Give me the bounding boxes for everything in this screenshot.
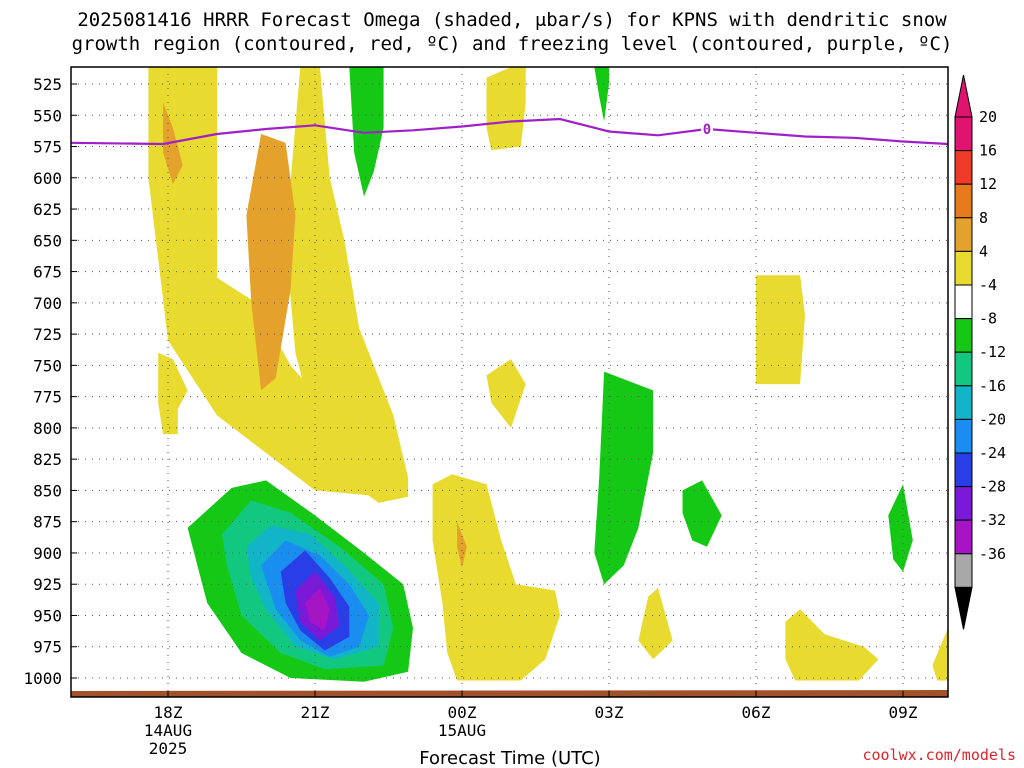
colorbar-label--28: -28 xyxy=(979,478,1006,496)
omega-region-7 xyxy=(594,67,609,122)
freezing-label-bg xyxy=(701,121,713,136)
colorbar-bottom-arrow xyxy=(954,586,973,630)
colorbar-swatch-4 xyxy=(954,250,973,286)
y-tick-label-625: 625 xyxy=(33,200,62,219)
x-tick-year-18Z: 2025 xyxy=(149,739,188,758)
colorbar-label-16: 16 xyxy=(979,142,997,160)
omega-region-15 xyxy=(785,609,879,681)
source-credit: coolwx.com/models xyxy=(862,746,1016,764)
colorbar-label-4: 4 xyxy=(979,242,988,260)
y-tick-label-1000: 1000 xyxy=(23,669,62,688)
y-tick-label-525: 525 xyxy=(33,75,62,94)
colorbar-swatch--24 xyxy=(954,452,973,488)
ground-surface xyxy=(71,690,948,697)
y-tick-label-825: 825 xyxy=(33,450,62,469)
omega-region-1 xyxy=(285,67,409,503)
omega-region-10 xyxy=(457,521,467,568)
colorbar-label--36: -36 xyxy=(979,545,1006,563)
colorbar-swatch-20 xyxy=(954,116,973,152)
colorbar-label-8: 8 xyxy=(979,209,988,227)
colorbar-swatch--20 xyxy=(954,418,973,454)
y-tick-label-975: 975 xyxy=(33,638,62,657)
y-tick-label-950: 950 xyxy=(33,606,62,625)
colorbar-label--32: -32 xyxy=(979,511,1006,529)
freezing-level-label: 0 xyxy=(703,122,711,138)
y-tick-label-650: 650 xyxy=(33,231,62,250)
omega-region-14 xyxy=(756,275,805,385)
ground-strip xyxy=(71,690,948,697)
x-tick-date-00Z: 15AUG xyxy=(438,721,486,740)
y-tick-label-775: 775 xyxy=(33,388,62,407)
colorbar-top-arrow xyxy=(954,74,973,118)
omega-region-0 xyxy=(148,67,384,497)
colorbar-swatch-8 xyxy=(954,217,973,252)
colorbar-swatch--8 xyxy=(954,318,973,353)
colorbar-label-20: 20 xyxy=(979,108,997,126)
chart-title-line-1: 2025081416 HRRR Forecast Omega (shaded, … xyxy=(77,9,947,31)
colorbar-swatch-12 xyxy=(954,183,973,219)
colorbar-label--8: -8 xyxy=(979,310,997,328)
y-tick-label-925: 925 xyxy=(33,575,62,594)
colorbar-swatch--4 xyxy=(954,284,973,320)
freezing-level-line xyxy=(70,117,949,146)
colorbar-label--12: -12 xyxy=(979,343,1006,361)
y-tick-label-700: 700 xyxy=(33,294,62,313)
x-tick-date-18Z: 14AUG xyxy=(144,721,192,740)
y-tick-label-875: 875 xyxy=(33,513,62,532)
x-axis-label: Forecast Time (UTC) xyxy=(419,748,600,768)
colorbar-label--24: -24 xyxy=(979,444,1006,462)
y-axis: 525 550 575 600 625 650 675 700 725 750 775 800 825 8… xyxy=(23,75,77,688)
y-tick-label-750: 750 xyxy=(33,356,62,375)
y-tick-label-850: 850 xyxy=(33,481,62,500)
x-tick-label-00Z: 00Z xyxy=(448,703,477,722)
colorbar-swatch--36 xyxy=(954,553,973,588)
y-tick-label-800: 800 xyxy=(33,419,62,438)
chart-title-line-2: growth region (contoured, red, ºC) and f… xyxy=(71,33,953,55)
omega-region-16 xyxy=(888,484,913,572)
omega-shaded-regions xyxy=(148,67,948,682)
plot-border xyxy=(70,66,949,698)
colorbar-swatch-16 xyxy=(954,150,973,185)
omega-region-17 xyxy=(932,628,948,681)
y-tick-label-900: 900 xyxy=(33,544,62,563)
omega-region-8 xyxy=(486,359,526,428)
grid-lines xyxy=(71,67,948,697)
y-tick-label-600: 600 xyxy=(33,169,62,188)
colorbar-label-12: 12 xyxy=(979,175,997,193)
colorbar-legend: 20 16 12 8 4 -4 -8 -12 -16 -20 -24 -28 -32 -36 xyxy=(954,74,1006,630)
omega-region-4 xyxy=(158,352,188,435)
x-tick-label-03Z: 03Z xyxy=(595,703,624,722)
colorbar-swatch--32 xyxy=(954,519,973,555)
y-tick-label-675: 675 xyxy=(33,263,62,282)
plot-frame xyxy=(70,66,949,698)
y-tick-label-575: 575 xyxy=(33,138,62,157)
colorbar-swatch--16 xyxy=(954,385,973,420)
omega-region-13 xyxy=(638,588,673,660)
omega-region-9 xyxy=(432,474,560,681)
colorbar-label--16: -16 xyxy=(979,377,1006,395)
omega-region-6 xyxy=(486,67,526,151)
colorbar-swatch--12 xyxy=(954,351,973,387)
x-tick-label-06Z: 06Z xyxy=(742,703,771,722)
x-tick-label-18Z: 18Z xyxy=(154,703,183,722)
omega-region-2 xyxy=(246,134,296,391)
freezing-level-contour: 0 xyxy=(70,117,949,146)
omega-region-11 xyxy=(594,371,654,585)
x-tick-label-21Z: 21Z xyxy=(301,703,330,722)
y-tick-label-550: 550 xyxy=(33,106,62,125)
colorbar-swatch--28 xyxy=(954,486,973,521)
colorbar-label--20: -20 xyxy=(979,410,1006,428)
y-tick-label-725: 725 xyxy=(33,325,62,344)
x-tick-label-09Z: 09Z xyxy=(889,703,918,722)
colorbar-label--4: -4 xyxy=(979,276,997,294)
omega-region-24 xyxy=(305,588,330,631)
omega-region-12 xyxy=(682,480,722,547)
